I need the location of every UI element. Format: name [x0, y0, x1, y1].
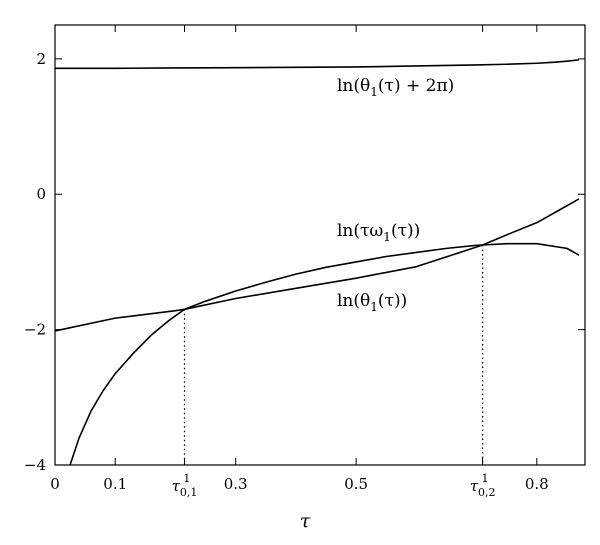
x-tick-label-0: 0	[50, 475, 60, 493]
special-tick-sup-1: 1	[482, 472, 489, 485]
x-tick-label-3: 0.5	[344, 475, 368, 493]
special-tick-sup-0: 1	[183, 472, 190, 485]
series-line-2	[55, 198, 580, 332]
series-line-1	[69, 242, 580, 465]
x-tick-label-2: 0.3	[224, 475, 248, 493]
x-tick-label-1: 0.1	[103, 475, 127, 493]
x-tick-label-4: 0.8	[525, 475, 549, 493]
special-tick-labels: τ0,11 τ0,21	[172, 472, 496, 499]
y-tick-label-1: −2	[24, 321, 46, 339]
label-ln-theta1: ln(θ1(τ))	[337, 291, 407, 314]
label-ln-tau-omega1: ln(τω1(τ))	[337, 221, 420, 244]
x-axis-title: τ	[300, 510, 311, 532]
series-group	[55, 59, 580, 465]
y-tick-label-3: 2	[36, 50, 46, 68]
y-tick-label-2: 0	[36, 185, 46, 203]
y-tick-label-0: −4	[24, 456, 46, 474]
series-line-0	[55, 59, 580, 70]
intersection-guides	[183, 245, 484, 465]
special-tick-sub-1: 0,2	[478, 486, 496, 499]
special-tick-label-1: τ0,21	[470, 472, 496, 499]
axis-ticks: 0 0.1 0.3 0.5 0.8 −4 −2 0 2	[24, 25, 585, 493]
label-ln-theta1-plus-2pi: ln(θ1(τ) + 2π)	[337, 76, 454, 99]
plot-frame	[54, 24, 586, 466]
special-tick-label-0: τ0,11	[172, 472, 198, 499]
special-tick-sub-0: 0,1	[180, 486, 198, 499]
